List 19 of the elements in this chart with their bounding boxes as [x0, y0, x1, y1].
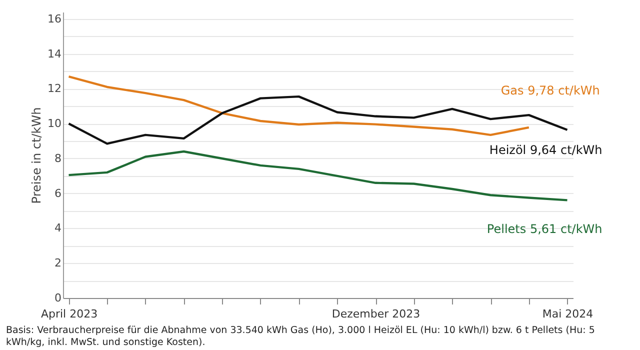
text: Pellets 5,61 ct/kWh [486, 222, 602, 236]
x-tick-label: April 2023 [40, 308, 98, 320]
y-tick-label: 14 [48, 47, 62, 60]
x-tick-label: Dezember 2023 [332, 308, 420, 320]
y-tick-label: 10 [48, 117, 62, 130]
line-series [68, 95, 568, 145]
y-tick-label: 6 [54, 186, 62, 200]
line-series [68, 75, 530, 136]
y-axis-title: Preise in ct/kWh [30, 107, 44, 204]
y-tick-label: 4 [54, 222, 62, 235]
y-tick-label: 2 [54, 256, 62, 270]
y-tick-label: 8 [54, 152, 62, 165]
text: Gas 9,78 ct/kWh [500, 83, 600, 98]
x-tick-label: Mai 2024 [542, 308, 594, 320]
series-label: Heizöl 9,64 ct/kWh [489, 142, 602, 157]
y-tick-label: 12 [48, 82, 62, 96]
y-tick-label: 16 [48, 12, 62, 26]
text: Basis: Verbraucherpreise für die Abnahme von 33.540 kWh Gas (Ho), 3.000 l Heizöl EL (Hu: 10 kWh/l) bzw. 6 t Pellets (Hu: 5 kWh/kg, inkl. MwSt. und sonstige Kosten). [6, 325, 596, 349]
y-tick-label: 0 [54, 292, 62, 304]
